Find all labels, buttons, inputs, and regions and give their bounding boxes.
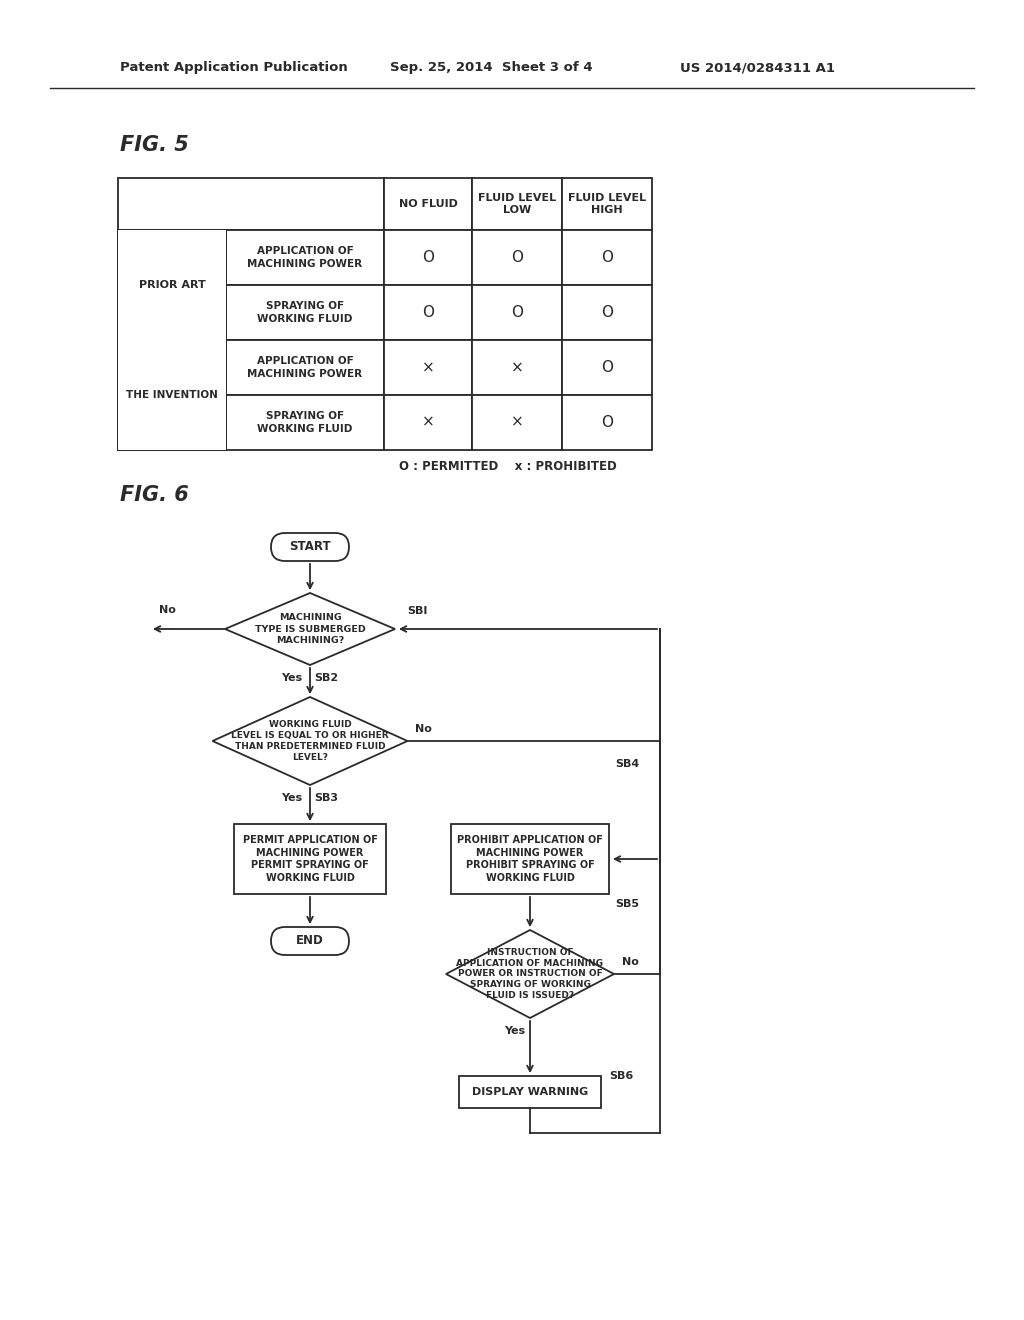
Bar: [384, 178, 472, 230]
Text: O: O: [601, 360, 613, 375]
Text: ×: ×: [511, 414, 523, 430]
Bar: [118, 230, 226, 285]
Bar: [472, 230, 562, 285]
Bar: [226, 230, 384, 285]
Bar: [472, 341, 562, 395]
Bar: [472, 395, 562, 450]
Text: THE INVENTION: THE INVENTION: [126, 389, 218, 400]
Text: DISPLAY WARNING: DISPLAY WARNING: [472, 1086, 588, 1097]
Text: ×: ×: [422, 360, 434, 375]
Bar: [226, 395, 384, 450]
Text: ×: ×: [422, 414, 434, 430]
Text: SB6: SB6: [609, 1071, 633, 1081]
Bar: [451, 824, 609, 894]
Text: ×: ×: [511, 360, 523, 375]
Text: INSTRUCTION OF
APPLICATION OF MACHINING
POWER OR INSTRUCTION OF
SPRAYING OF WORK: INSTRUCTION OF APPLICATION OF MACHINING …: [457, 948, 603, 1001]
Bar: [226, 285, 384, 341]
Text: Patent Application Publication: Patent Application Publication: [120, 62, 348, 74]
Bar: [118, 341, 226, 395]
Text: O: O: [422, 249, 434, 265]
Bar: [384, 341, 472, 395]
Text: No: No: [159, 605, 175, 615]
Text: O: O: [601, 414, 613, 430]
Text: FLUID LEVEL
HIGH: FLUID LEVEL HIGH: [568, 193, 646, 215]
Bar: [118, 178, 384, 230]
Text: Yes: Yes: [505, 1026, 525, 1036]
Text: NO FLUID: NO FLUID: [398, 199, 458, 209]
Text: START: START: [289, 540, 331, 553]
Text: WORKING FLUID
LEVEL IS EQUAL TO OR HIGHER
THAN PREDETERMINED FLUID
LEVEL?: WORKING FLUID LEVEL IS EQUAL TO OR HIGHE…: [231, 721, 389, 762]
Bar: [118, 341, 226, 450]
Bar: [234, 824, 386, 894]
Text: FIG. 6: FIG. 6: [120, 484, 188, 506]
Text: O: O: [422, 305, 434, 319]
Text: PRIOR ART: PRIOR ART: [138, 280, 206, 290]
FancyBboxPatch shape: [271, 927, 349, 954]
Bar: [562, 395, 652, 450]
Bar: [562, 178, 652, 230]
Bar: [472, 285, 562, 341]
Text: SB3: SB3: [314, 793, 338, 803]
Text: SB5: SB5: [615, 899, 639, 909]
Text: FLUID LEVEL
LOW: FLUID LEVEL LOW: [478, 193, 556, 215]
Text: Yes: Yes: [282, 673, 302, 682]
Bar: [118, 230, 226, 341]
Bar: [562, 285, 652, 341]
Polygon shape: [213, 697, 408, 785]
Text: SBI: SBI: [407, 606, 427, 616]
Bar: [459, 1076, 601, 1107]
Text: APPLICATION OF
MACHINING POWER: APPLICATION OF MACHINING POWER: [248, 247, 362, 269]
Bar: [118, 341, 226, 450]
Text: O: O: [601, 305, 613, 319]
Bar: [384, 395, 472, 450]
FancyBboxPatch shape: [271, 533, 349, 561]
Polygon shape: [446, 931, 614, 1018]
Text: SPRAYING OF
WORKING FLUID: SPRAYING OF WORKING FLUID: [257, 301, 352, 323]
Text: O : PERMITTED    x : PROHIBITED: O : PERMITTED x : PROHIBITED: [399, 459, 616, 473]
Text: Sep. 25, 2014  Sheet 3 of 4: Sep. 25, 2014 Sheet 3 of 4: [390, 62, 593, 74]
Bar: [384, 285, 472, 341]
Bar: [118, 230, 226, 341]
Text: PERMIT APPLICATION OF
MACHINING POWER
PERMIT SPRAYING OF
WORKING FLUID: PERMIT APPLICATION OF MACHINING POWER PE…: [243, 836, 378, 883]
Text: APPLICATION OF
MACHINING POWER: APPLICATION OF MACHINING POWER: [248, 356, 362, 379]
Text: Yes: Yes: [282, 793, 302, 803]
Text: FIG. 5: FIG. 5: [120, 135, 188, 154]
Text: SB4: SB4: [615, 759, 639, 770]
Bar: [226, 341, 384, 395]
Text: SB2: SB2: [314, 673, 338, 682]
Text: PROHIBIT APPLICATION OF
MACHINING POWER
PROHIBIT SPRAYING OF
WORKING FLUID: PROHIBIT APPLICATION OF MACHINING POWER …: [457, 836, 603, 883]
Text: US 2014/0284311 A1: US 2014/0284311 A1: [680, 62, 835, 74]
Bar: [118, 395, 226, 450]
Text: O: O: [511, 249, 523, 265]
Bar: [562, 230, 652, 285]
Text: END: END: [296, 935, 324, 948]
Bar: [118, 285, 226, 341]
Text: O: O: [511, 305, 523, 319]
Text: SPRAYING OF
WORKING FLUID: SPRAYING OF WORKING FLUID: [257, 412, 352, 434]
Bar: [562, 341, 652, 395]
Bar: [384, 230, 472, 285]
Text: No: No: [416, 723, 432, 734]
Text: MACHINING
TYPE IS SUBMERGED
MACHINING?: MACHINING TYPE IS SUBMERGED MACHINING?: [255, 614, 366, 644]
Polygon shape: [225, 593, 395, 665]
Bar: [472, 178, 562, 230]
Text: O: O: [601, 249, 613, 265]
Text: No: No: [622, 957, 639, 968]
